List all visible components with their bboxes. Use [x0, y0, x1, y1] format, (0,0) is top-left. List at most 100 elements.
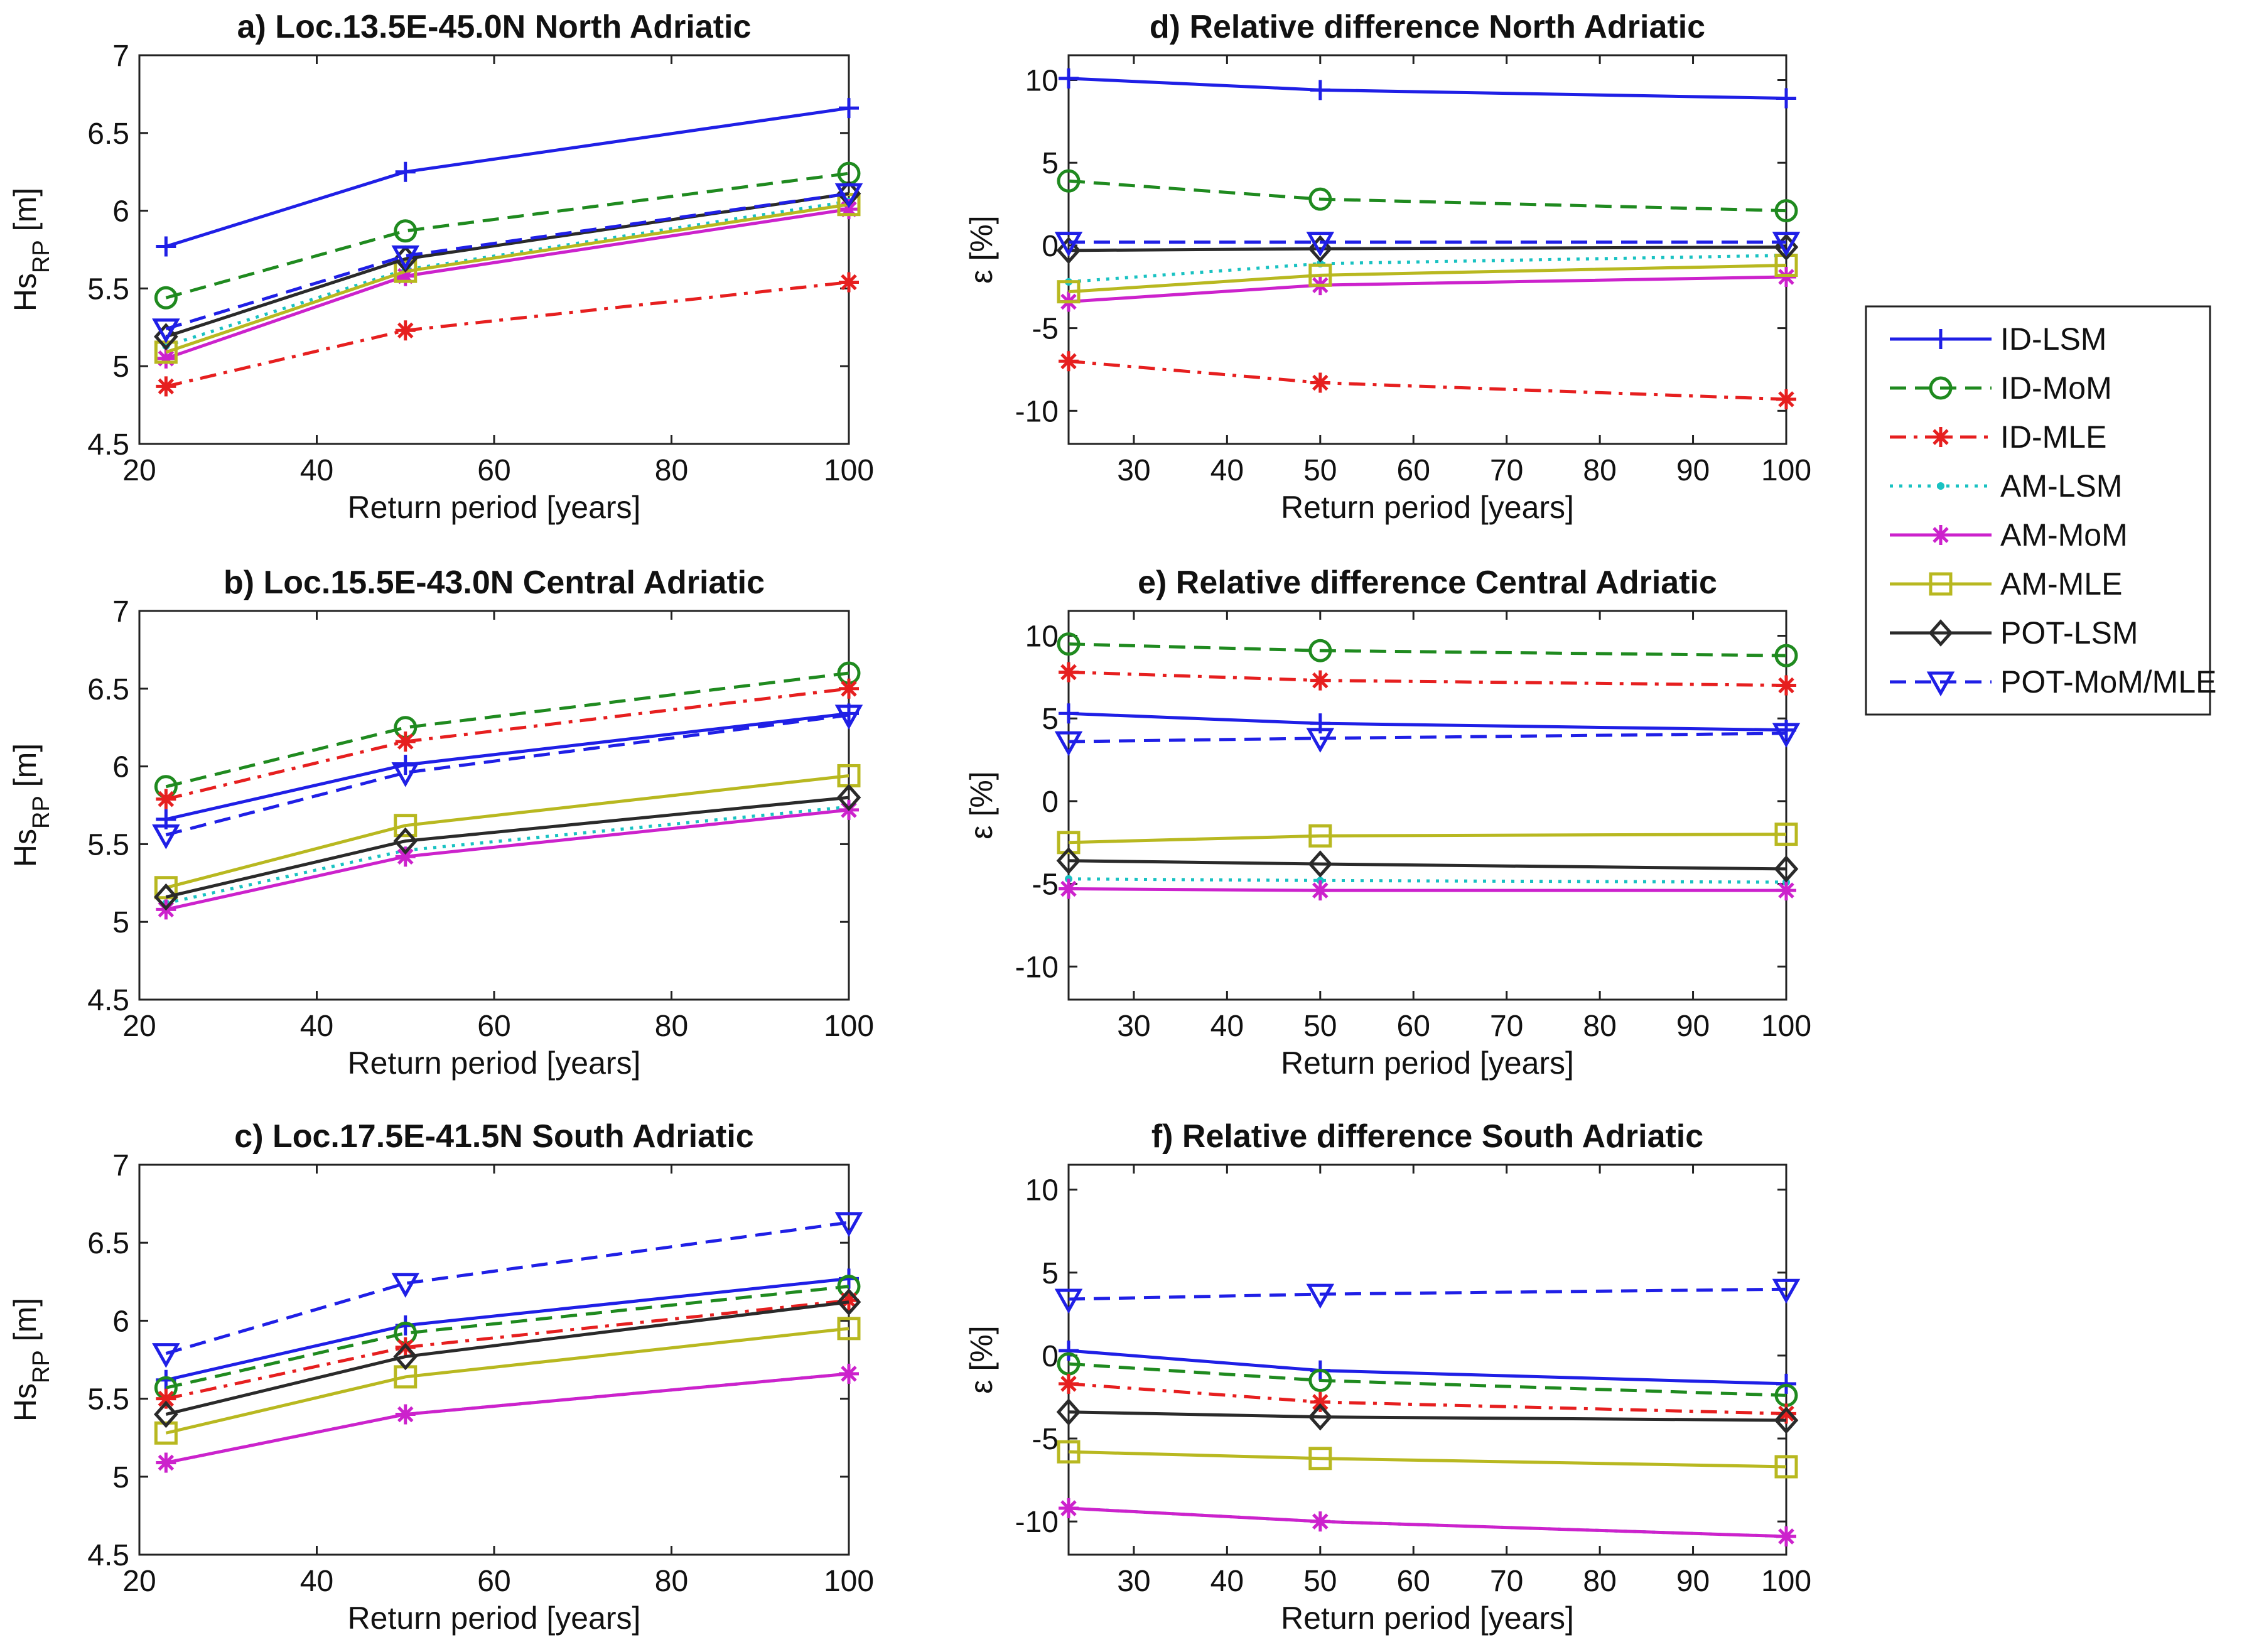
series-line: [165, 796, 849, 899]
data-point: [1310, 880, 1330, 901]
data-point: [1057, 1440, 1081, 1464]
legend-marker: [1929, 376, 1953, 400]
x-tick-label: 60: [477, 1565, 510, 1598]
y-tick-label: 6.5: [87, 117, 129, 151]
data-point: [1774, 823, 1798, 846]
x-tick-label: 100: [1761, 1565, 1811, 1598]
data-point: [837, 1317, 861, 1341]
x-tick-label: 40: [1210, 454, 1244, 487]
data-point: [1056, 846, 1081, 875]
x-tick-label: 100: [824, 1010, 874, 1043]
series-id-mle: [156, 678, 859, 809]
y-tick-label: 0: [1042, 786, 1059, 819]
data-point: [1056, 1398, 1081, 1426]
data-point: [839, 199, 859, 220]
x-tick-label: 100: [1761, 454, 1811, 487]
legend-marker: [1931, 329, 1951, 349]
data-point: [156, 348, 176, 369]
series-line: [165, 192, 849, 331]
series-pot-mom-mle: [1054, 1278, 1801, 1314]
y-tick-label: 6: [112, 195, 129, 229]
x-tick-label: 60: [477, 454, 510, 487]
x-tick-label: 20: [122, 454, 156, 487]
data-point: [1310, 670, 1330, 691]
y-tick-label: 10: [1025, 620, 1059, 654]
data-point: [395, 320, 416, 341]
data-point: [1308, 824, 1332, 848]
series-line: [165, 192, 849, 338]
x-tick-label: 100: [1761, 1010, 1811, 1043]
panel-c: 20 40 60 80 100 4.5 5 5.5 6 6.5 7 c) Loc.17.5E-41.5…: [8, 1118, 874, 1636]
legend-label: ID-MoM: [2000, 370, 2112, 406]
series-line: [165, 713, 849, 836]
series-line: [1068, 1287, 1787, 1301]
series-line: [1068, 833, 1787, 845]
panel-title: a) Loc.13.5E-45.0N North Adriatic: [237, 9, 752, 45]
series-am-mom: [156, 1363, 859, 1473]
y-tick-label: 4.5: [87, 1539, 129, 1572]
series-line: [165, 1327, 849, 1435]
series-pot-mom-mle: [152, 705, 863, 850]
series-line: [165, 1298, 849, 1401]
y-tick-label: -10: [1015, 395, 1059, 428]
panel-title: b) Loc.15.5E-43.0N Central Adriatic: [224, 564, 765, 601]
series-line: [165, 774, 849, 890]
data-point: [395, 846, 416, 867]
data-point: [1059, 1498, 1079, 1519]
data-point: [154, 876, 178, 900]
series-am-mle: [1057, 1440, 1798, 1479]
y-tick-label: 5.5: [87, 1383, 129, 1417]
data-point: [1776, 1526, 1796, 1547]
legend: ID-LSM ID-MoM ID-MLE AM-LSM AM-MoM AM-MLE POT-…: [1865, 305, 2216, 716]
series-line: [1068, 859, 1787, 871]
x-tick-label: 80: [1583, 454, 1616, 487]
data-point: [152, 824, 180, 850]
series-id-mle: [1059, 662, 1796, 696]
y-tick-label: 0: [1042, 230, 1059, 263]
x-tick-label: 90: [1676, 1010, 1710, 1043]
data-point: [1306, 728, 1335, 753]
x-tick-label: 80: [1583, 1565, 1616, 1598]
series-id-mom: [1057, 169, 1798, 223]
data-point: [836, 1288, 861, 1316]
series-line: [165, 281, 849, 388]
x-tick-label: 50: [1303, 1565, 1337, 1598]
data-point: [834, 705, 863, 730]
plot-frame: [138, 54, 850, 445]
data-point: [1059, 662, 1079, 683]
x-tick-label: 80: [655, 1565, 688, 1598]
data-point: [1776, 1403, 1796, 1424]
series-id-mle: [156, 272, 859, 397]
data-point: [395, 266, 416, 286]
y-tick-label: 5.5: [87, 273, 129, 306]
legend-box: [1865, 305, 2211, 716]
legend-marker: [1937, 482, 1944, 490]
y-tick-label: 7: [112, 40, 129, 73]
y-axis-label: ε [%]: [964, 215, 999, 283]
data-point: [1054, 232, 1083, 257]
x-tick-label: 50: [1303, 1010, 1337, 1043]
y-tick-label: 4.5: [87, 984, 129, 1017]
x-tick-label: 60: [1397, 454, 1430, 487]
x-tick-label: 30: [1117, 454, 1150, 487]
y-axis-label: HsRP [m]: [8, 188, 55, 311]
data-point: [1776, 675, 1796, 696]
x-tick-label: 40: [1210, 1010, 1244, 1043]
data-point: [393, 1342, 418, 1371]
legend-marker: [1931, 427, 1951, 447]
series-am-mom: [156, 199, 859, 369]
y-tick-label: 5: [1042, 1257, 1059, 1290]
data-point: [1772, 232, 1801, 257]
series-id-lsm: [156, 98, 859, 257]
panel-d: 30 40 50 60 70 80 90 100 -10 -5 0 5 10 d) Relative di…: [964, 9, 1811, 525]
plot-frame: [1067, 610, 1787, 1001]
series-line: [165, 1221, 849, 1355]
data-point: [1308, 850, 1333, 878]
legend-entry: ID-MoM: [1890, 370, 2112, 406]
data-point: [1057, 831, 1081, 855]
y-tick-label: 0: [1042, 1340, 1059, 1373]
data-point: [395, 161, 416, 182]
x-tick-label: 40: [300, 1565, 333, 1598]
x-tick-label: 80: [1583, 1010, 1616, 1043]
data-point: [154, 1400, 178, 1428]
